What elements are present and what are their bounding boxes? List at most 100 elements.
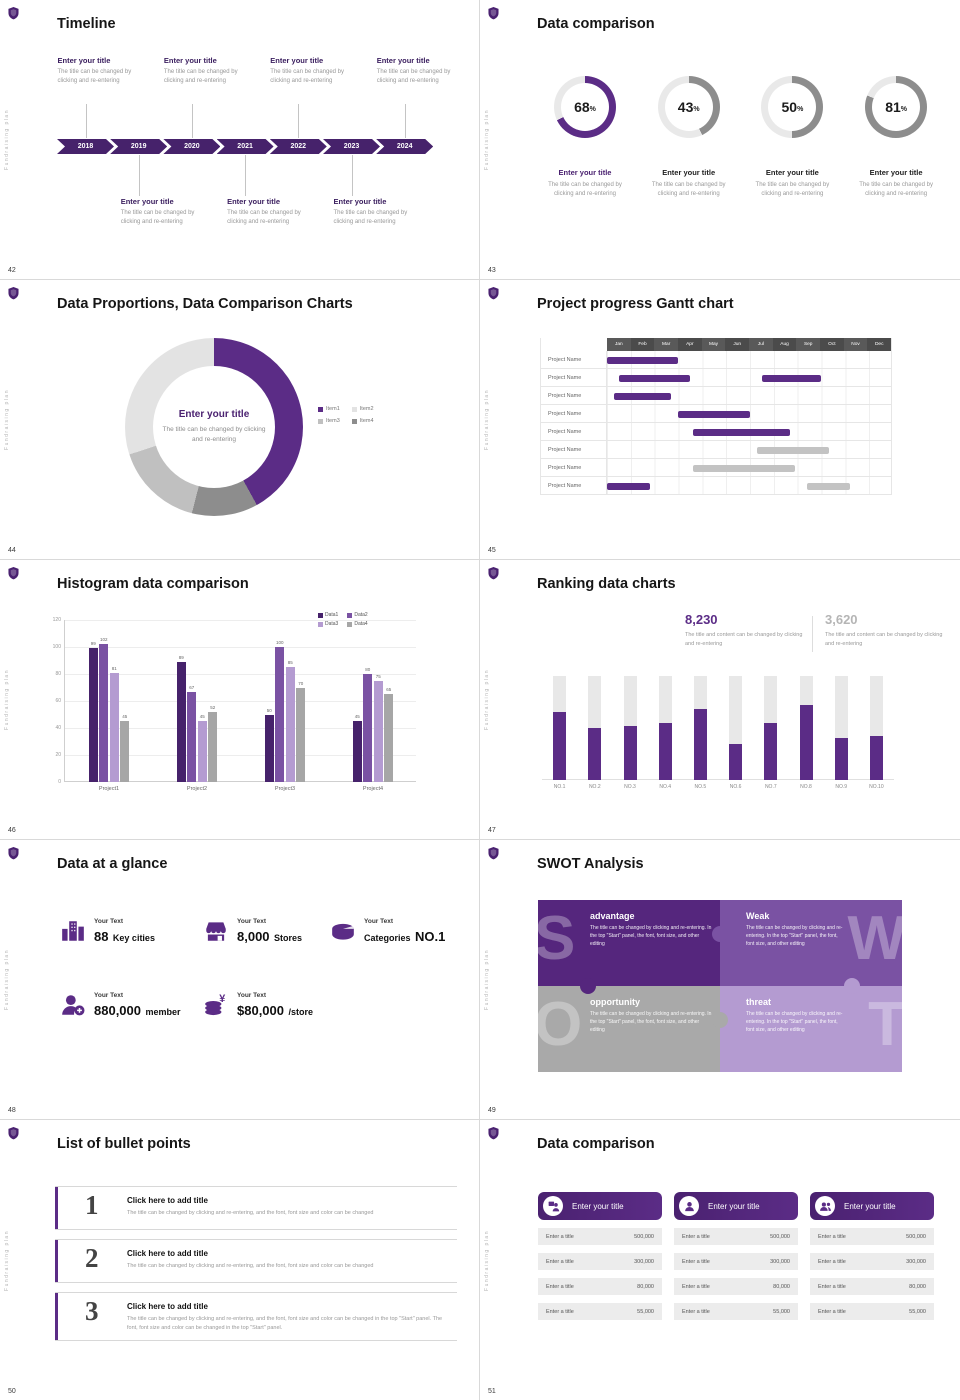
gantt-header: Jan Feb Mar Apr May Jun Jul Aug Sep Oct Nov Dec (607, 338, 892, 351)
x-category-label: NO.10 (869, 784, 884, 790)
bar (384, 694, 394, 782)
histogram-plot: 0 20 40 60 80 100 120 99 102 81 45 Project1 89 67 45 52… (53, 617, 416, 792)
ring-title: Enter your title (662, 168, 716, 177)
row-label: Enter a title (546, 1308, 574, 1315)
timeline-item: Enter your title The title can be changed… (227, 197, 321, 228)
slide-data-proportions[interactable]: Fundraising plan Data Proportions, Data … (0, 280, 479, 559)
timeline-year-2023: 2023 (323, 139, 380, 154)
card-row: Enter a title 500,000 (674, 1228, 798, 1245)
puzzle-knob (712, 1012, 728, 1028)
legend-swatch (318, 406, 323, 412)
card-row: Enter a title 55,000 (810, 1303, 934, 1320)
timeline-item: Enter your title The title can be changed… (121, 197, 215, 228)
legend-label: Data2 (354, 612, 368, 618)
slide-data-at-a-glance[interactable]: Fundraising plan Data at a glance Your T… (0, 840, 479, 1119)
row-label: Enter a title (682, 1283, 710, 1290)
bar (109, 672, 119, 782)
page-number: 49 (488, 1107, 496, 1114)
card-row: Enter a title 500,000 (810, 1228, 934, 1245)
crest-logo-icon (8, 287, 19, 300)
vertical-side-text: Fundraising plan (484, 949, 490, 1010)
row-value: 300,000 (906, 1258, 926, 1265)
x-category-label: NO.4 (659, 784, 672, 790)
ring-hole (664, 83, 713, 131)
y-tick-label: 20 (55, 752, 61, 758)
gantt-month: Mar (654, 338, 679, 351)
y-tick-label: 80 (55, 671, 61, 677)
timeline-connector (351, 155, 353, 196)
ring-value: 68% (554, 76, 616, 138)
card-row: Enter a title 300,000 (810, 1253, 934, 1270)
y-tick-label: 100 (52, 644, 61, 650)
vertical-side-text: Fundraising plan (484, 669, 490, 730)
bullet-desc: The title can be changed by clicking and… (127, 1210, 374, 1216)
row-value: 300,000 (634, 1258, 654, 1265)
gantt-row-cells (607, 441, 891, 458)
stat-label: Your Text (364, 918, 394, 925)
slide-bullet-points[interactable]: Fundraising plan List of bullet points 1… (0, 1120, 479, 1400)
card-row: Enter a title 300,000 (674, 1253, 798, 1270)
stat-value: 3,620 (825, 612, 858, 627)
gantt-month: Sep (796, 338, 821, 351)
swot-heading: threat (746, 997, 772, 1007)
timeline-item-desc: The title can be changed by clicking and… (270, 69, 345, 85)
bullet-list: 1 Click here to add title The title can … (55, 1186, 457, 1350)
swot-desc: The title can be changed by clicking and… (590, 1011, 712, 1033)
row-label: Enter a title (546, 1258, 574, 1265)
timeline-item-title: Enter your title (227, 197, 281, 206)
slide-gantt[interactable]: Fundraising plan Project progress Gantt … (480, 280, 960, 559)
timeline-connector (85, 104, 87, 138)
row-value: 80,000 (909, 1283, 926, 1290)
gantt-row-cells (607, 423, 891, 440)
ring-percent-number: 68 (574, 99, 590, 115)
stat-item-revenue: ¥ Your Text $80,000 /store (203, 992, 313, 1020)
page-number: 47 (488, 827, 496, 834)
vertical-side-text: Fundraising plan (4, 109, 10, 170)
slide-title: Data at a glance (57, 856, 168, 872)
stat-value: NO.1 (414, 929, 446, 944)
progress-ring: 81% (865, 76, 928, 138)
presenter-icon (543, 1196, 563, 1216)
timeline-item-title: Enter your title (333, 197, 387, 206)
timeline-year-2019: 2019 (110, 139, 168, 154)
ring-percent-sign: % (693, 106, 700, 113)
x-category-label: NO.3 (624, 784, 636, 790)
card-row: Enter a title 300,000 (538, 1253, 662, 1270)
slide-histogram[interactable]: Fundraising plan Histogram data comparis… (0, 560, 479, 839)
stat-value: 88 (94, 929, 109, 944)
bullet-heading: Click here to add title (127, 1302, 208, 1311)
gantt-month: Aug (772, 338, 797, 351)
swot-strengths-piece: S advantage The title can be changed by c… (538, 900, 720, 986)
x-category-label: NO.7 (764, 784, 777, 790)
bar-track (693, 676, 707, 780)
slide-ranking[interactable]: Fundraising plan Ranking data charts 8,2… (480, 560, 960, 839)
slide-timeline[interactable]: Fundraising plan Timeline 2018 2019 2020 20… (0, 0, 479, 279)
ring-title: Enter your title (765, 168, 819, 177)
slide-data-comparison-cards[interactable]: Fundraising plan Data comparison Enter y… (480, 1120, 960, 1400)
swot-desc: The title can be changed by clicking and… (590, 925, 712, 947)
row-value: 500,000 (770, 1233, 790, 1240)
bar-track (869, 676, 883, 780)
row-value: 80,000 (637, 1283, 654, 1290)
timeline-item: Enter your title The title can be changed… (164, 56, 258, 87)
gantt-bar (607, 482, 650, 490)
gantt-month: Jun (725, 338, 750, 351)
legend-item: Item1 (318, 406, 340, 412)
swot-grid: S advantage The title can be changed by c… (538, 900, 902, 1072)
slide-swot[interactable]: Fundraising plan SWOT Analysis S advanta… (480, 840, 960, 1119)
timeline-item-title: Enter your title (120, 197, 174, 206)
ring-hole (872, 83, 921, 131)
comparison-card: Enter your title Enter a title 500,000 En… (810, 1192, 934, 1320)
page-number: 51 (488, 1388, 496, 1395)
bar-track (623, 676, 637, 780)
legend-swatch (318, 621, 323, 627)
stat-desc: The title and content can be changed by … (685, 632, 803, 647)
slide-data-comparison-rings[interactable]: Fundraising plan Data comparison 68% Ente… (480, 0, 960, 279)
gantt-month: Oct (820, 338, 844, 351)
row-label: Enter a title (818, 1233, 846, 1240)
x-category-label: Project2 (186, 786, 208, 792)
bar-value: 70 (298, 680, 304, 686)
gantt-row-label: Project Name (541, 405, 607, 422)
bar-value: 50 (266, 707, 272, 713)
bullet-heading: Click here to add title (127, 1196, 208, 1205)
